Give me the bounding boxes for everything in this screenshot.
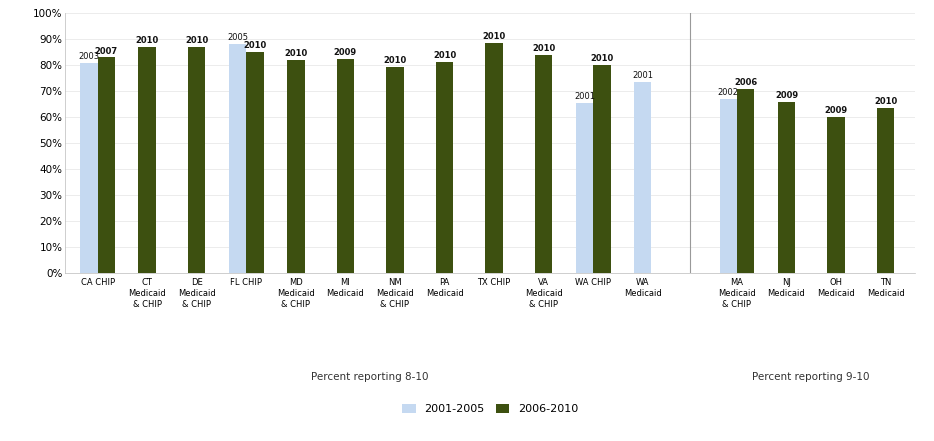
Bar <box>778 102 795 273</box>
Text: 2009: 2009 <box>775 91 798 100</box>
Text: 2010: 2010 <box>244 41 266 50</box>
Text: 2010: 2010 <box>185 36 208 45</box>
Text: 2003: 2003 <box>78 52 100 61</box>
Bar <box>593 65 611 273</box>
Legend: 2001-2005, 2006-2010: 2001-2005, 2006-2010 <box>398 400 583 419</box>
Bar <box>877 108 894 273</box>
Bar <box>719 99 737 273</box>
Bar <box>828 117 844 273</box>
Text: 2009: 2009 <box>825 106 847 116</box>
Bar <box>576 103 593 273</box>
Text: 2010: 2010 <box>284 49 307 58</box>
Text: 2010: 2010 <box>135 36 159 45</box>
Text: 2009: 2009 <box>333 48 357 57</box>
Text: Percent reporting 8-10: Percent reporting 8-10 <box>311 372 429 382</box>
Bar <box>486 43 502 273</box>
Text: 2010: 2010 <box>590 54 614 64</box>
Text: 2006: 2006 <box>734 78 757 87</box>
Text: 2010: 2010 <box>874 97 898 106</box>
Text: Percent reporting 9-10: Percent reporting 9-10 <box>753 372 870 382</box>
Bar <box>535 55 552 273</box>
Bar <box>387 67 403 273</box>
Text: 2010: 2010 <box>383 56 406 65</box>
Bar <box>634 82 651 273</box>
Text: 2001: 2001 <box>574 92 595 101</box>
Bar <box>229 44 247 273</box>
Text: 2001: 2001 <box>632 71 653 80</box>
Bar <box>97 57 115 273</box>
Bar <box>80 63 97 273</box>
Bar <box>737 89 755 273</box>
Text: 2010: 2010 <box>532 44 555 53</box>
Bar <box>436 62 453 273</box>
Text: 2010: 2010 <box>483 32 505 41</box>
Bar <box>138 47 156 273</box>
Bar <box>337 59 354 273</box>
Bar <box>188 47 205 273</box>
Text: 2007: 2007 <box>94 47 118 56</box>
Bar <box>287 60 304 273</box>
Bar <box>247 52 263 273</box>
Text: 2002: 2002 <box>717 88 739 97</box>
Text: 2005: 2005 <box>227 33 248 42</box>
Text: 2010: 2010 <box>432 51 456 60</box>
